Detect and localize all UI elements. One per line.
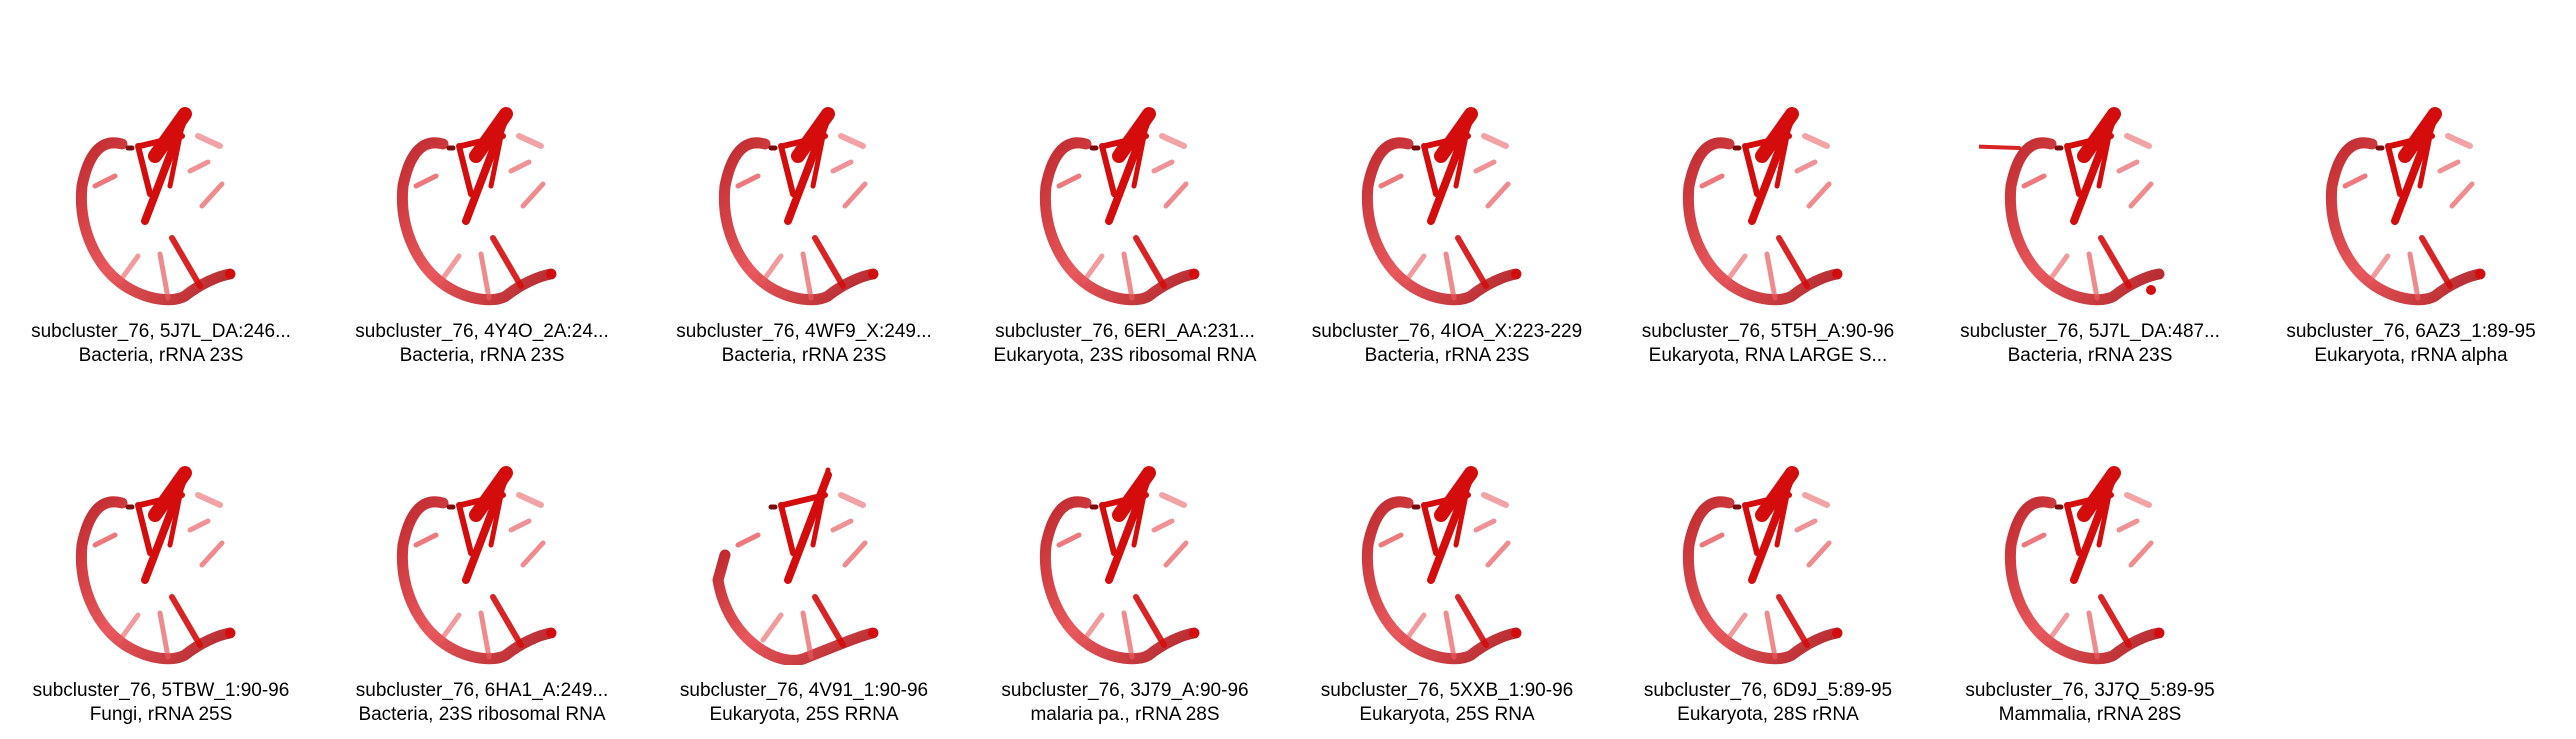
structure-card: subcluster_76, 6AZ3_1:89-95 Eukaryota, rR…	[2251, 0, 2572, 366]
structure-subtitle: Eukaryota, 28S rRNA	[1677, 704, 1859, 725]
rna-structure-image	[396, 466, 557, 665]
structure-title: subcluster_76, 6AZ3_1:89-95	[2286, 321, 2536, 342]
structure-card: subcluster_76, 4WF9_X:249... Bacteria, rR…	[643, 0, 965, 366]
structure-caption: subcluster_76, 5T5H_A:90-96 Eukaryota, RN…	[1608, 320, 1929, 368]
rna-structure-image	[396, 107, 557, 306]
structure-card: subcluster_76, 6ERI_AA:231... Eukaryota, …	[965, 0, 1286, 366]
rna-structure-image	[1682, 466, 1843, 665]
structure-title: subcluster_76, 6HA1_A:249...	[355, 680, 609, 701]
structure-title: subcluster_76, 5J7L_DA:246...	[31, 321, 291, 342]
structure-card: subcluster_76, 4V91_1:90-96 Eukaryota, 25…	[643, 360, 965, 725]
structure-card: subcluster_76, 5J7L_DA:246... Bacteria, r…	[0, 0, 322, 366]
structure-card: subcluster_76, 6D9J_5:89-95 Eukaryota, 28…	[1608, 360, 1929, 725]
rna-structure-image	[2325, 107, 2486, 306]
structure-subtitle: Bacteria, rRNA 23S	[721, 345, 887, 366]
structure-caption: subcluster_76, 5XXB_1:90-96 Eukaryota, 25…	[1286, 679, 1608, 727]
rna-structure-image	[718, 107, 879, 306]
rna-structure-image	[1039, 107, 1200, 306]
rna-structure-image	[1682, 107, 1843, 306]
structure-card: subcluster_76, 5T5H_A:90-96 Eukaryota, RN…	[1608, 0, 1929, 366]
structure-subtitle: malaria pa., rRNA 28S	[1030, 704, 1220, 725]
structure-card: subcluster_76, 4Y4O_2A:24... Bacteria, rR…	[322, 0, 643, 366]
structure-title: subcluster_76, 5T5H_A:90-96	[1641, 321, 1895, 342]
structure-title: subcluster_76, 4WF9_X:249...	[676, 321, 932, 342]
structure-caption: subcluster_76, 4IOA_X:223-229 Bacteria, r…	[1286, 320, 1608, 368]
rna-structure-image	[1979, 107, 2165, 306]
structure-subtitle: Eukaryota, rRNA alpha	[2314, 345, 2508, 366]
structure-card: subcluster_76, 4IOA_X:223-229 Bacteria, r…	[1286, 0, 1608, 366]
rna-structure-image	[2004, 466, 2165, 665]
structure-caption: subcluster_76, 6D9J_5:89-95 Eukaryota, 28…	[1608, 679, 1929, 727]
structure-caption: subcluster_76, 3J7Q_5:89-95 Mammalia, rRN…	[1929, 679, 2251, 727]
structure-subtitle: Bacteria, rRNA 23S	[399, 345, 565, 366]
structure-caption: subcluster_76, 5J7L_DA:246... Bacteria, r…	[0, 320, 322, 368]
structure-caption: subcluster_76, 4WF9_X:249... Bacteria, rR…	[643, 320, 965, 368]
structure-card: subcluster_76, 5J7L_DA:487... Bacteria, r…	[1929, 0, 2251, 366]
structure-subtitle: Eukaryota, 25S RNA	[1359, 704, 1535, 725]
structure-title: subcluster_76, 3J79_A:90-96	[1001, 680, 1249, 701]
structure-subtitle: Bacteria, rRNA 23S	[2007, 345, 2173, 366]
structure-caption: subcluster_76, 5TBW_1:90-96 Fungi, rRNA 2…	[0, 679, 322, 727]
structure-card: subcluster_76, 5TBW_1:90-96 Fungi, rRNA 2…	[0, 360, 322, 725]
structure-subtitle: Bacteria, rRNA 23S	[1364, 345, 1530, 366]
structure-subtitle: Fungi, rRNA 25S	[89, 704, 233, 725]
structure-subtitle: Eukaryota, RNA LARGE S...	[1648, 345, 1888, 366]
structure-subtitle: Eukaryota, 25S RRNA	[709, 704, 899, 725]
structure-subtitle: Bacteria, rRNA 23S	[78, 345, 244, 366]
structure-title: subcluster_76, 4IOA_X:223-229	[1311, 321, 1583, 342]
structure-subtitle: Bacteria, 23S ribosomal RNA	[358, 704, 606, 725]
structure-caption: subcluster_76, 6HA1_A:249... Bacteria, 23…	[322, 679, 643, 727]
structure-caption: subcluster_76, 6ERI_AA:231... Eukaryota, …	[965, 320, 1286, 368]
structure-title: subcluster_76, 4V91_1:90-96	[679, 680, 929, 701]
structure-card: subcluster_76, 6HA1_A:249... Bacteria, 23…	[322, 360, 643, 725]
structure-caption: subcluster_76, 5J7L_DA:487... Bacteria, r…	[1929, 320, 2251, 368]
structure-caption: subcluster_76, 4V91_1:90-96 Eukaryota, 25…	[643, 679, 965, 727]
structure-title: subcluster_76, 5TBW_1:90-96	[32, 680, 290, 701]
rna-structure-image	[75, 107, 236, 306]
structure-caption: subcluster_76, 6AZ3_1:89-95 Eukaryota, rR…	[2251, 320, 2572, 368]
structure-caption: subcluster_76, 4Y4O_2A:24... Bacteria, rR…	[322, 320, 643, 368]
rna-structure-image	[1039, 466, 1200, 665]
structure-title: subcluster_76, 5XXB_1:90-96	[1320, 680, 1574, 701]
rna-structure-image	[712, 467, 879, 665]
structure-card: subcluster_76, 3J7Q_5:89-95 Mammalia, rRN…	[1929, 360, 2251, 725]
structure-title: subcluster_76, 6D9J_5:89-95	[1643, 680, 1893, 701]
structure-subtitle: Eukaryota, 23S ribosomal RNA	[993, 345, 1257, 366]
structure-title: subcluster_76, 4Y4O_2A:24...	[355, 321, 609, 342]
rna-structure-image	[1361, 107, 1522, 306]
structure-title: subcluster_76, 3J7Q_5:89-95	[1965, 680, 2215, 701]
structure-title: subcluster_76, 6ERI_AA:231...	[995, 321, 1255, 342]
rna-structure-image	[1361, 466, 1522, 665]
structure-card: subcluster_76, 5XXB_1:90-96 Eukaryota, 25…	[1286, 360, 1608, 725]
structure-subtitle: Mammalia, rRNA 28S	[1998, 704, 2182, 725]
structure-title: subcluster_76, 5J7L_DA:487...	[1960, 321, 2220, 342]
rna-structure-image	[75, 466, 236, 665]
